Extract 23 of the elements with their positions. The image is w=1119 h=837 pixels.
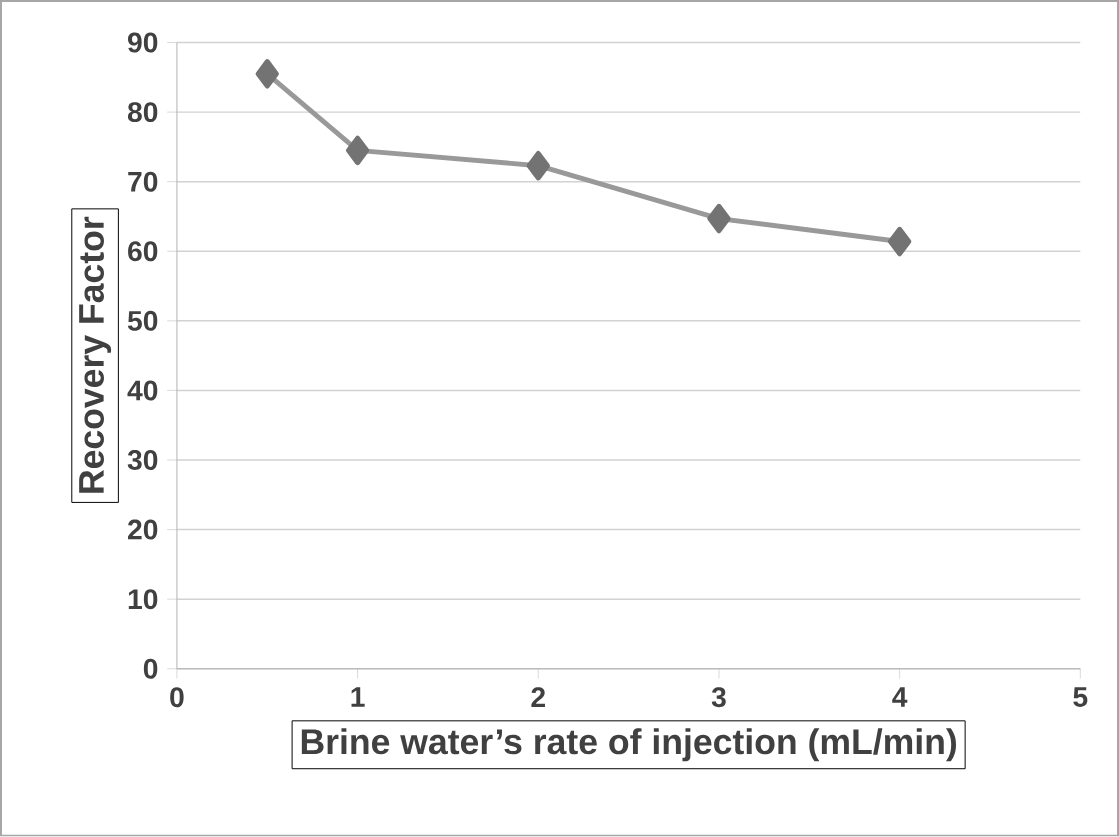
point [345,135,370,166]
y-tick-label: 50 [127,311,158,332]
y-tick-label: 70 [128,171,158,192]
point [255,59,279,89]
y-tick-label: 80 [127,102,158,123]
y-tick-label: 20 [128,519,158,540]
y-axis-title: Recovery Factor [79,217,112,493]
point [887,227,912,257]
y-tick-label: 60 [128,241,158,262]
point [526,151,550,181]
y-tick-label: 90 [128,32,158,53]
x-axis-title: Brine water’s rate of injection (mL/min) [301,728,956,762]
x-tick-label: 4 [892,687,908,707]
x-tick-label: 0 [170,687,184,708]
point [707,204,731,234]
x-tick-label: 5 [1073,687,1088,708]
x-tick-label: 2 [531,687,545,708]
y-tick-label: 30 [127,450,158,471]
y-tick-label: 0 [143,658,158,679]
y-tick-label: 10 [128,589,158,610]
x-tick-label: 3 [711,687,726,708]
x-tick-label: 1 [351,687,365,707]
y-tick-label: 40 [127,380,158,401]
